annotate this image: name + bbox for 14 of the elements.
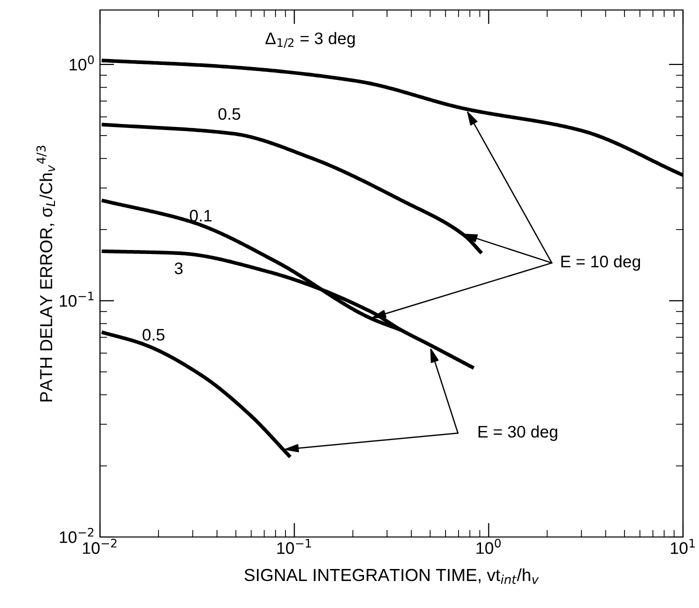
annotation: 0.5 — [142, 328, 164, 341]
annotation: E = 10 deg — [561, 255, 640, 271]
y-tick-label: 10$^{−1}$ — [60, 292, 94, 307]
annotation: E = 30 deg — [478, 425, 558, 441]
x-tick-label: 10$^{−1}$ — [277, 538, 311, 554]
x-tick-label: 10$^{1}$ — [670, 538, 695, 554]
x-axis-title: SIGNAL INTEGRATION TIME, vt$_{int}$/h$_{v}$ — [244, 568, 539, 584]
annotation: Δ$_{1/2}$ = 3 deg — [265, 32, 355, 48]
annotation: 0.5 — [218, 108, 240, 120]
y-tick-label: 10$^{0}$ — [70, 55, 94, 71]
x-tick-label: 10$^{0}$ — [476, 538, 501, 554]
annotation: 3 — [174, 262, 183, 274]
y-axis-title: PATH DELAY ERROR, σ$_{L}$/Ch$_{v}$$^{4/3}$ — [36, 146, 55, 402]
annotation: 0.1 — [190, 210, 212, 222]
